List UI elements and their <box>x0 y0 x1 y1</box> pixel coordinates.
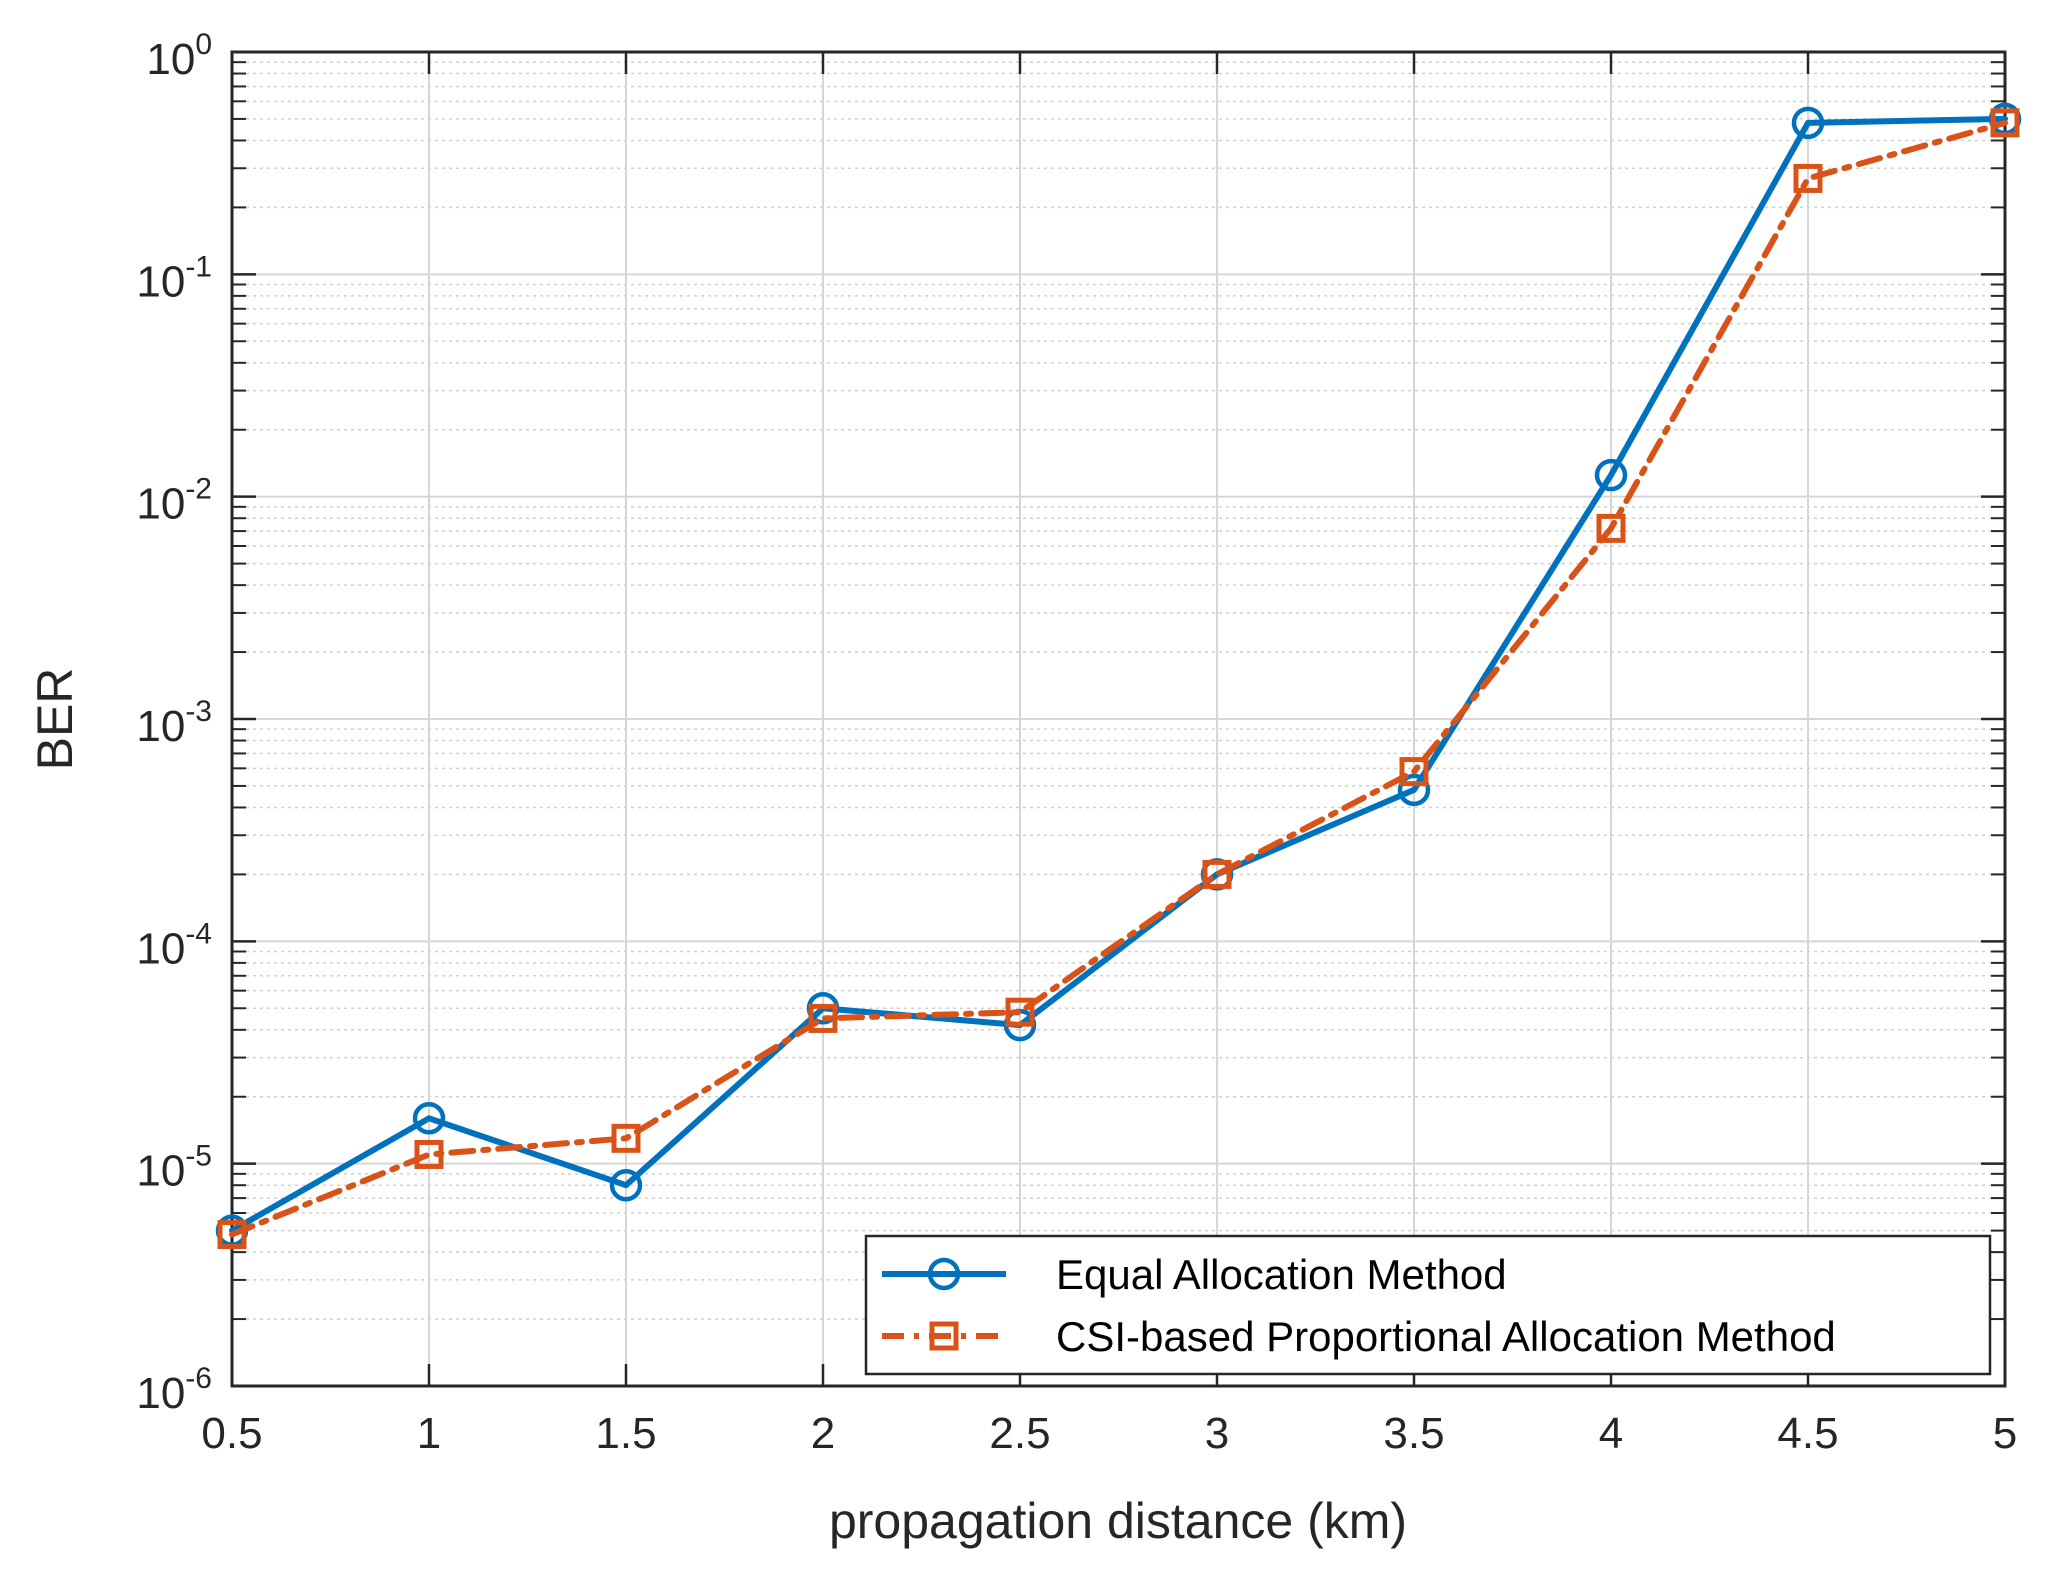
x-tick-label: 3.5 <box>1383 1409 1444 1458</box>
x-tick-label: 1.5 <box>595 1409 656 1458</box>
y-tick-label: 10-3 <box>136 695 212 751</box>
series-line <box>229 115 2008 1234</box>
x-tick-label: 0.5 <box>201 1409 262 1458</box>
circle-marker <box>927 1257 961 1291</box>
square-marker <box>1990 108 2020 138</box>
circle-marker <box>1791 106 1825 140</box>
legend-label: CSI-based Proportional Allocation Method <box>1056 1313 1836 1360</box>
square-marker <box>611 1123 641 1153</box>
x-tick-label: 3 <box>1205 1409 1229 1458</box>
y-tick-label: 100 <box>146 28 212 84</box>
x-axis-label: propagation distance (km) <box>829 1493 1407 1549</box>
y-tick-label: 10-6 <box>136 1362 212 1418</box>
square-marker <box>1202 859 1232 889</box>
square-marker <box>808 1003 838 1033</box>
y-tick-label: 10-4 <box>136 917 212 973</box>
series-line <box>229 119 2008 1238</box>
x-tick-label: 4 <box>1599 1409 1623 1458</box>
circle-marker <box>1397 773 1431 807</box>
x-tick-label: 2 <box>811 1409 835 1458</box>
x-tick-label: 5 <box>1993 1409 2017 1458</box>
square-marker <box>1793 163 1823 193</box>
y-tick-label: 10-1 <box>136 250 212 306</box>
circle-marker <box>609 1168 643 1202</box>
x-tick-label: 1 <box>417 1409 441 1458</box>
series-2 <box>217 108 2020 1250</box>
y-tick-label: 10-5 <box>136 1140 212 1196</box>
legend-label: Equal Allocation Method <box>1056 1251 1507 1298</box>
legend: Equal Allocation Method CSI-based Proport… <box>864 1234 1992 1376</box>
y-axis-label: BER <box>27 668 83 771</box>
x-tick-label: 2.5 <box>989 1409 1050 1458</box>
square-marker <box>929 1321 959 1351</box>
circle-marker <box>412 1102 446 1135</box>
square-marker <box>414 1139 444 1169</box>
y-tick-label: 10-2 <box>136 473 212 529</box>
legend-box <box>864 1234 1992 1376</box>
square-marker <box>1596 513 1626 543</box>
circle-marker <box>1594 458 1628 492</box>
axis-ticks <box>230 50 2007 1388</box>
square-marker <box>1005 997 1035 1027</box>
legend-entry: Equal Allocation Method <box>882 1251 1507 1298</box>
square-marker <box>1399 757 1429 787</box>
x-tick-label: 4.5 <box>1777 1409 1838 1458</box>
legend-entry: CSI-based Proportional Allocation Method <box>882 1313 1836 1360</box>
series-group <box>215 102 2022 1250</box>
tick-labels: 0.5 1 1.5 2 2.5 3 3.5 4 4.5 5 100 10-1 10-2 10-3 10-4 1… <box>136 28 2017 1458</box>
square-marker <box>217 1220 247 1250</box>
